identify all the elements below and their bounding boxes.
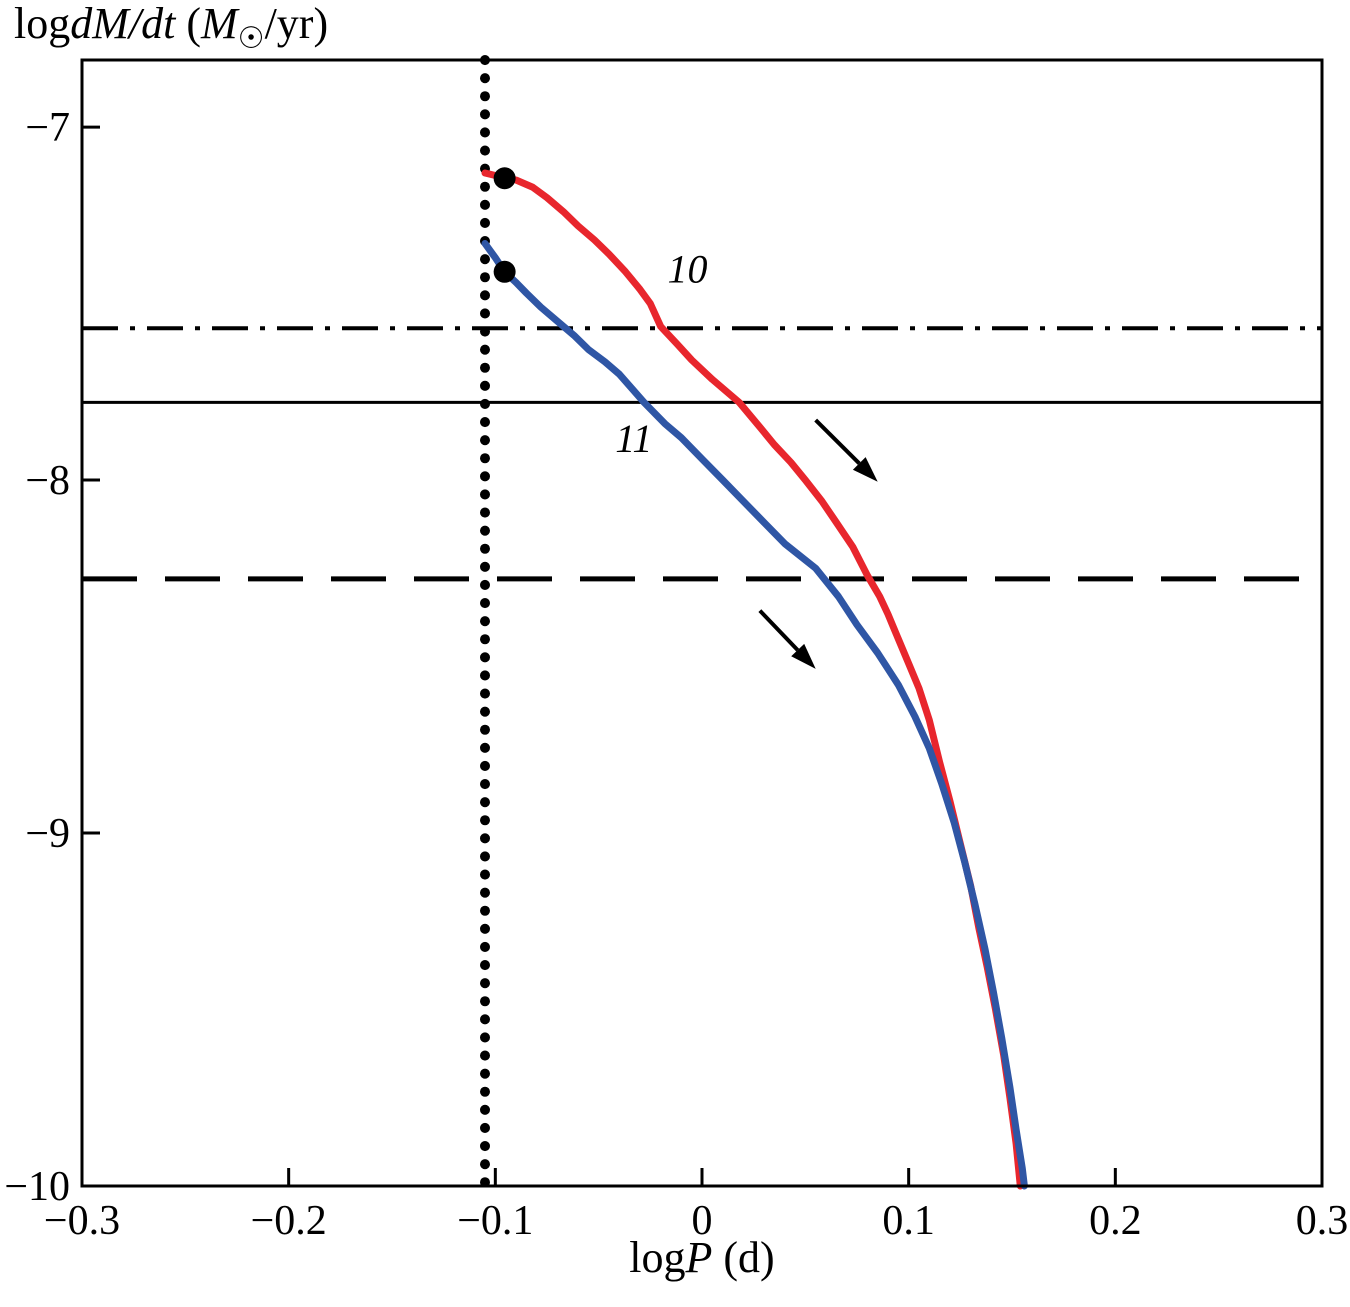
start-dot-1 <box>493 260 516 283</box>
start-dot-0 <box>493 167 516 190</box>
x-tick-label: 0.3 <box>1296 1198 1349 1244</box>
y-tick-label: −10 <box>4 1164 70 1210</box>
x-tick-label: 0.1 <box>882 1198 935 1244</box>
y-axis-title: logdM/dt (M☉/yr) <box>14 0 328 55</box>
x-tick-label: −0.3 <box>44 1198 120 1244</box>
axis-ticks: −0.3 −0.2 −0.1 0 0.1 0.2 0.3 −7 −8 −9 −10 <box>4 105 1348 1244</box>
x-tick-label: −0.1 <box>457 1198 533 1244</box>
curve-11 <box>481 240 1028 1190</box>
curve-label-11: 11 <box>615 416 652 461</box>
y-tick-label: −7 <box>25 105 70 151</box>
x-tick-label: 0 <box>692 1198 713 1244</box>
x-tick-label: 0.2 <box>1089 1198 1142 1244</box>
series-curves: 10 11 <box>481 169 1028 1190</box>
plot-frame <box>80 58 1324 1188</box>
curve-label-10: 10 <box>668 246 708 291</box>
y-tick-label: −8 <box>25 458 70 504</box>
y-tick-label: −9 <box>25 811 70 857</box>
arrow-icon-1 <box>758 609 816 669</box>
reference-hlines <box>82 326 1322 582</box>
x-tick-label: −0.2 <box>251 1198 327 1244</box>
arrow-icon-0 <box>814 418 878 482</box>
x-axis-title: logP (d) <box>629 1233 774 1282</box>
